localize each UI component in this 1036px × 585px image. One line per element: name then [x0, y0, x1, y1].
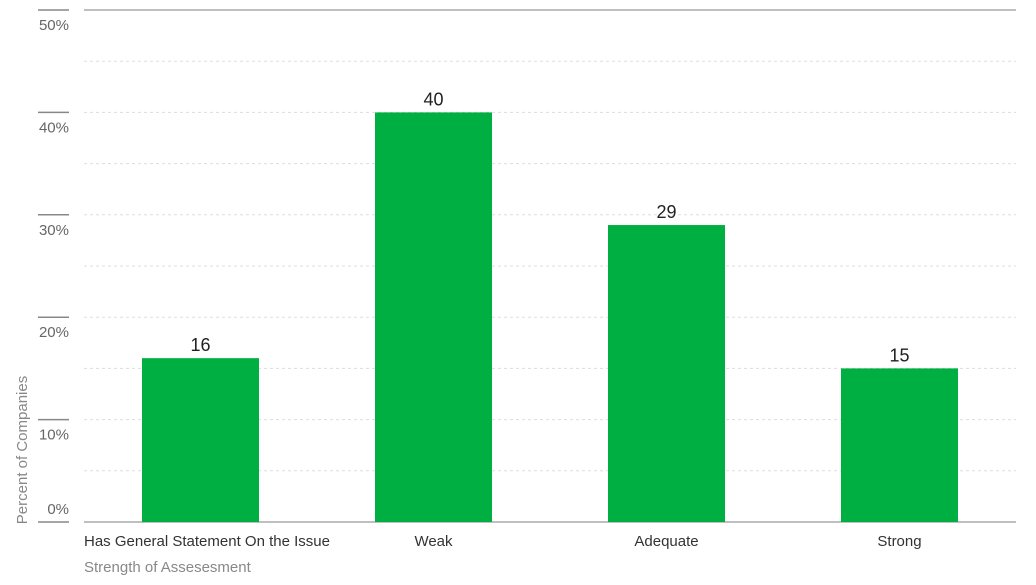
y-tick-label: 10%	[39, 427, 69, 444]
y-axis-label: Percent of Companies	[14, 376, 31, 524]
data-label: 15	[889, 345, 909, 365]
x-tick-label: Adequate	[634, 533, 698, 550]
x-axis-label: Strength of Assesesment	[84, 559, 252, 576]
data-label: 40	[423, 89, 443, 109]
bar	[608, 225, 725, 523]
y-tick-label: 50%	[39, 17, 69, 34]
data-label: 16	[190, 335, 210, 355]
x-tick-label: Strong	[877, 533, 921, 550]
data-label: 29	[656, 202, 676, 222]
y-tick-label: 0%	[47, 501, 69, 518]
x-tick-label: Weak	[414, 533, 453, 550]
bar	[375, 112, 492, 523]
bar	[142, 358, 259, 522]
y-tick-label: 30%	[39, 222, 69, 239]
bar	[841, 368, 958, 522]
y-tick-label: 40%	[39, 119, 69, 136]
x-tick-label: Has General Statement On the Issue	[84, 533, 330, 550]
y-tick-label: 20%	[39, 324, 69, 341]
